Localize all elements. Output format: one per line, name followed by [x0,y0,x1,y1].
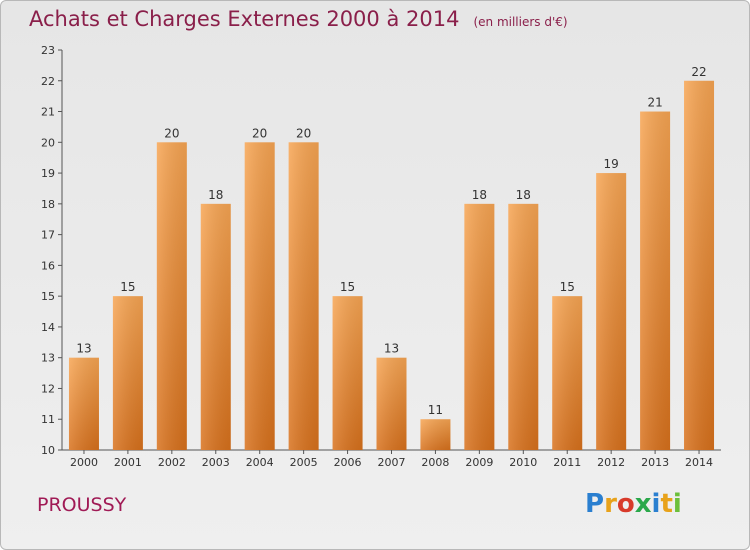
x-tick-label: 2013 [641,456,669,469]
bar-shade [464,203,495,450]
x-tick-label: 2002 [158,456,186,469]
data-label: 18 [208,188,223,202]
chart-title: Achats et Charges Externes 2000 à 2014 (e… [29,7,568,31]
x-tick-label: 2007 [378,456,406,469]
bar-shade [112,296,143,450]
data-label: 15 [340,280,355,294]
bar-shade [684,80,715,451]
chart-title-text: Achats et Charges Externes 2000 à 2014 [29,7,460,31]
x-tick-label: 2003 [202,456,230,469]
logo-letter: t [660,489,673,519]
x-tick-label: 2004 [246,456,274,469]
y-tick-label: 23 [41,44,55,57]
x-tick-label: 2001 [114,456,142,469]
axes: 10 11 12 13 14 15 16 17 18 19 20 21 22 23 2000 2001 2002… [41,44,721,469]
bar-shade [596,173,627,451]
y-tick-label: 12 [41,382,55,395]
bar-shade [376,357,407,450]
y-tick-label: 19 [41,167,55,180]
commune-name: PROUSSY [37,494,127,516]
data-label: 20 [164,126,179,140]
y-tick-label: 21 [41,106,55,119]
chart-unit-label: (en milliers d'€) [473,15,568,29]
y-tick-label: 13 [41,352,55,365]
x-tick-label: 2005 [290,456,318,469]
data-label: 22 [691,65,706,79]
y-tick-label: 11 [41,413,55,426]
x-tick-label: 2009 [465,456,493,469]
y-tick-label: 22 [41,75,55,88]
data-label: 15 [120,280,135,294]
bar-shade [420,419,451,450]
data-label: 11 [428,403,443,417]
proxiti-logo: Proxiti [585,489,682,519]
bar-shade [332,296,363,450]
x-tick-label: 2006 [334,456,362,469]
logo-letter: r [604,489,617,519]
bars-group [68,80,715,451]
data-label: 13 [384,342,399,356]
x-tick-label: 2011 [553,456,581,469]
logo-letter: i [651,489,661,519]
bar-shade [156,142,187,451]
data-label: 20 [296,126,311,140]
bar-shade [640,111,671,451]
data-label: 18 [472,188,487,202]
data-label: 19 [604,157,619,171]
y-tick-label: 17 [41,229,55,242]
data-label: 18 [516,188,531,202]
data-label: 21 [647,96,662,110]
bar-shade [200,203,231,450]
y-tick-label: 20 [41,136,55,149]
y-tick-label: 15 [41,290,55,303]
bar-shade [508,203,539,450]
y-tick-label: 10 [41,444,55,457]
data-label: 13 [76,342,91,356]
x-tick-label: 2014 [685,456,713,469]
bar-shade [288,142,319,451]
logo-letter: i [672,489,682,519]
bar-shade [552,296,583,450]
bar-shade [244,142,275,451]
y-tick-label: 18 [41,198,55,211]
bar-shade [68,357,99,450]
logo-letter: P [585,489,605,519]
data-labels-group: 13 15 20 18 20 20 15 13 11 18 18 15 19 21 22 [76,65,706,417]
x-tick-label: 2000 [70,456,98,469]
x-tick-label: 2012 [597,456,625,469]
logo-letter: x [634,489,652,519]
data-label: 20 [252,126,267,140]
y-tick-label: 16 [41,259,55,272]
y-tick-label: 14 [41,321,55,334]
logo-letter: o [616,489,635,519]
data-label: 15 [560,280,575,294]
x-tick-label: 2010 [509,456,537,469]
x-tick-label: 2008 [421,456,449,469]
